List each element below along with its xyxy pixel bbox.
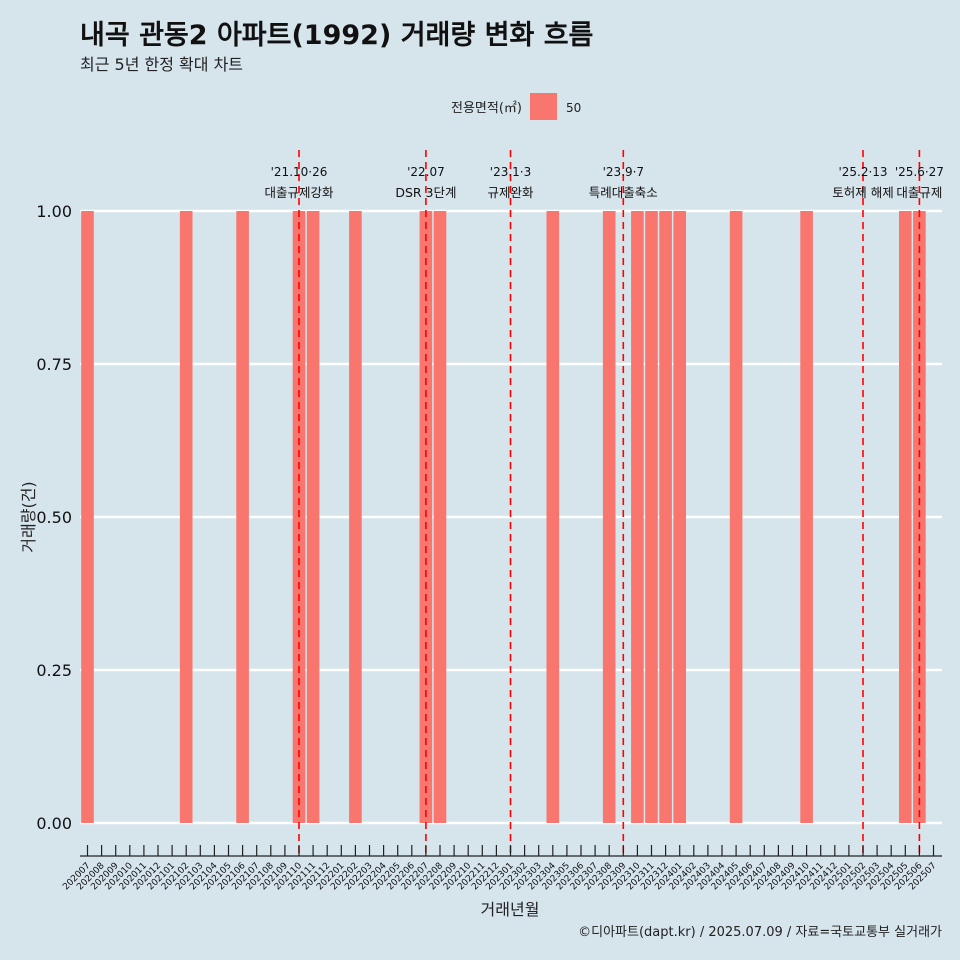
bar xyxy=(899,211,912,823)
chart-caption: ©디아파트(dapt.kr) / 2025.07.09 / 자료=국토교통부 실… xyxy=(578,925,942,940)
legend-label: 50 xyxy=(566,101,581,115)
annotation-date: '25.2·13 xyxy=(838,165,887,179)
bar xyxy=(729,211,743,823)
annotations: '21.10·26 대출규제강화 '22.07 DSR 3단계 '23.1·3 규제완화 '… xyxy=(264,150,944,855)
x-axis-label: 거래년월 xyxy=(481,900,540,919)
bar xyxy=(645,211,658,823)
legend: 전용면적(㎡) 50 xyxy=(451,93,581,120)
bar xyxy=(673,211,686,823)
annotation-label: 대출규제 xyxy=(896,185,942,200)
bar xyxy=(800,211,813,823)
bar xyxy=(546,211,560,823)
chart-title: 내곡 관동2 아파트(1992) 거래량 변화 흐름 xyxy=(80,20,593,51)
annotation-label: 규제완화 xyxy=(487,185,534,200)
y-tick-label: 0.25 xyxy=(36,661,72,680)
annotation-date: '23.1·3 xyxy=(490,165,531,179)
bar xyxy=(349,211,362,823)
y-axis-label: 거래량(건) xyxy=(19,481,38,552)
bar xyxy=(602,211,616,823)
bar xyxy=(306,211,320,823)
y-tick-label: 0.00 xyxy=(36,814,72,833)
legend-title: 전용면적(㎡) xyxy=(451,101,522,116)
bar xyxy=(631,211,644,823)
y-tick-label: 1.00 xyxy=(36,202,72,221)
bar xyxy=(81,211,94,823)
y-tick-label: 0.75 xyxy=(36,355,72,374)
bar xyxy=(659,211,672,823)
annotation-date: '22.07 xyxy=(407,165,445,179)
y-tick-label: 0.50 xyxy=(36,508,72,527)
x-axis: 2020072020082020092020102020112020122021… xyxy=(61,845,942,892)
legend-swatch xyxy=(530,93,557,120)
annotation-date: '23.9·7 xyxy=(603,165,644,179)
bars xyxy=(81,211,926,823)
annotation-label: 토허제 해제 xyxy=(832,185,893,200)
chart-subtitle: 최근 5년 한정 확대 차트 xyxy=(80,55,243,74)
annotation-label: DSR 3단계 xyxy=(395,185,456,200)
y-axis-ticks: 0.00 0.25 0.50 0.75 1.00 xyxy=(36,202,72,833)
annotation-label: 특례대출축소 xyxy=(589,185,658,200)
annotation-date: '25.6·27 xyxy=(895,165,944,179)
bar xyxy=(236,211,249,823)
bar xyxy=(433,211,447,823)
annotation-date: '21.10·26 xyxy=(271,165,328,179)
bar xyxy=(179,211,193,823)
annotation-label: 대출규제강화 xyxy=(264,185,334,200)
